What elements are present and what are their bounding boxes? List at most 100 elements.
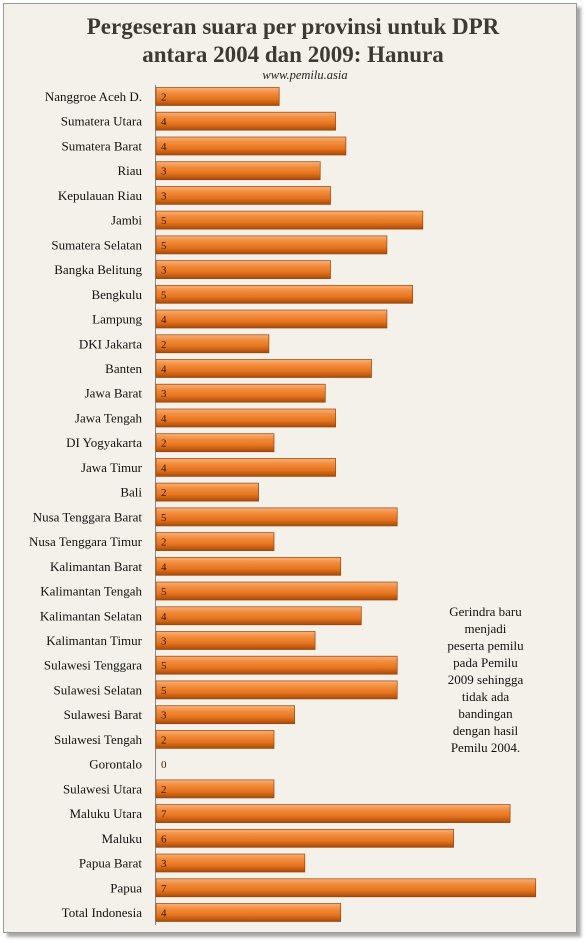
data-label: 3 [161, 265, 167, 277]
category-label: Lampung [92, 312, 142, 327]
category-label: Jawa Timur [81, 460, 143, 475]
bar [155, 705, 295, 725]
data-label: 0 [161, 759, 167, 771]
bar [155, 532, 275, 551]
bar [155, 383, 326, 403]
data-label: 2 [161, 537, 167, 549]
category-label: Kalimantan Selatan [40, 608, 143, 623]
data-label: 4 [161, 611, 167, 623]
category-label: Kalimantan Barat [50, 559, 142, 574]
bar [155, 334, 270, 354]
data-label: 4 [161, 141, 167, 153]
annotation-note: Gerindra baru menjadi peserta pemilu pad… [447, 604, 524, 755]
bar [155, 433, 275, 453]
bar [155, 779, 275, 799]
data-label: 4 [161, 462, 167, 474]
bar [155, 359, 372, 378]
data-label: 3 [161, 710, 167, 722]
bar [155, 507, 398, 527]
bar [155, 284, 413, 304]
data-label: 7 [161, 809, 167, 821]
bar [155, 581, 398, 601]
data-label: 2 [161, 438, 167, 450]
bar [155, 136, 347, 156]
category-label: Nusa Tenggara Timur [29, 534, 143, 549]
bar [155, 186, 331, 205]
data-label: 4 [161, 413, 167, 425]
category-label: Sulawesi Utara [63, 781, 142, 796]
bar [155, 606, 362, 626]
bar [155, 804, 511, 823]
category-label: Jambi [111, 213, 142, 228]
bar [155, 210, 424, 230]
data-label: 5 [161, 215, 167, 227]
category-label: Papua Barat [79, 856, 143, 871]
category-label: Sumatera Utara [61, 114, 142, 129]
category-label: Sumatera Barat [62, 139, 143, 154]
category-label: Papua [110, 880, 142, 895]
data-label: 5 [161, 685, 167, 697]
bar [155, 260, 331, 279]
bar [155, 631, 316, 650]
data-label: 4 [161, 116, 167, 128]
bar [155, 408, 336, 428]
category-label: Kalimantan Timur [46, 633, 142, 648]
category-label: Maluku [102, 831, 143, 846]
category-label: Kalimantan Tengah [40, 584, 142, 599]
category-label: Gorontalo [89, 757, 142, 772]
bar [155, 161, 321, 181]
category-label: Total Indonesia [62, 905, 143, 920]
bar [155, 482, 259, 502]
category-label: Jawa Barat [85, 386, 143, 401]
category-label: Bali [120, 485, 142, 500]
data-label: 5 [161, 512, 167, 524]
data-label: 3 [161, 858, 167, 870]
data-label: 5 [161, 660, 167, 672]
data-label: 6 [161, 833, 167, 845]
chart-subtitle: www.pemilu.asia [262, 68, 348, 82]
bar [155, 309, 388, 329]
data-label: 7 [161, 883, 167, 895]
bar [155, 235, 388, 255]
category-label: Riau [117, 163, 142, 178]
data-label: 2 [161, 92, 167, 104]
category-label: Sulawesi Barat [64, 707, 143, 722]
bar [155, 458, 336, 477]
bar [155, 730, 275, 749]
data-label: 5 [161, 240, 167, 252]
bar [155, 111, 336, 131]
data-label: 4 [161, 314, 167, 326]
category-label: DI Yogyakarta [66, 435, 142, 450]
category-label: Jawa Tengah [75, 411, 143, 426]
bar [155, 878, 537, 898]
category-label: Kepulauan Riau [58, 188, 143, 203]
bar [155, 655, 398, 675]
bar [155, 903, 342, 922]
data-label: 3 [161, 388, 167, 400]
category-label: Maluku Utara [69, 806, 142, 821]
data-label: 5 [161, 586, 167, 598]
category-label: Banten [105, 361, 142, 376]
data-label: 3 [161, 166, 167, 178]
data-label: 2 [161, 487, 167, 499]
category-label: DKI Jakarta [79, 336, 142, 351]
data-label: 4 [161, 364, 167, 376]
category-label: Sumatera Selatan [51, 237, 142, 252]
chart-title: Pergeseran suara per provinsi untuk DPR … [86, 14, 500, 67]
category-label: Bengkulu [91, 287, 142, 302]
category-label: Nanggroe Aceh D. [45, 89, 142, 104]
bar [155, 87, 280, 106]
bar [155, 853, 306, 873]
data-label: 2 [161, 734, 167, 746]
category-label: Nusa Tenggara Barat [33, 509, 143, 524]
category-label: Sulawesi Tengah [54, 732, 143, 747]
bar [155, 556, 342, 576]
data-label: 3 [161, 636, 167, 648]
data-label: 2 [161, 339, 167, 351]
bar [155, 828, 454, 848]
category-label: Sulawesi Selatan [54, 682, 143, 697]
data-label: 5 [161, 289, 167, 301]
category-label: Bangka Belitung [54, 262, 142, 277]
category-label: Sulawesi Tenggara [44, 658, 142, 673]
